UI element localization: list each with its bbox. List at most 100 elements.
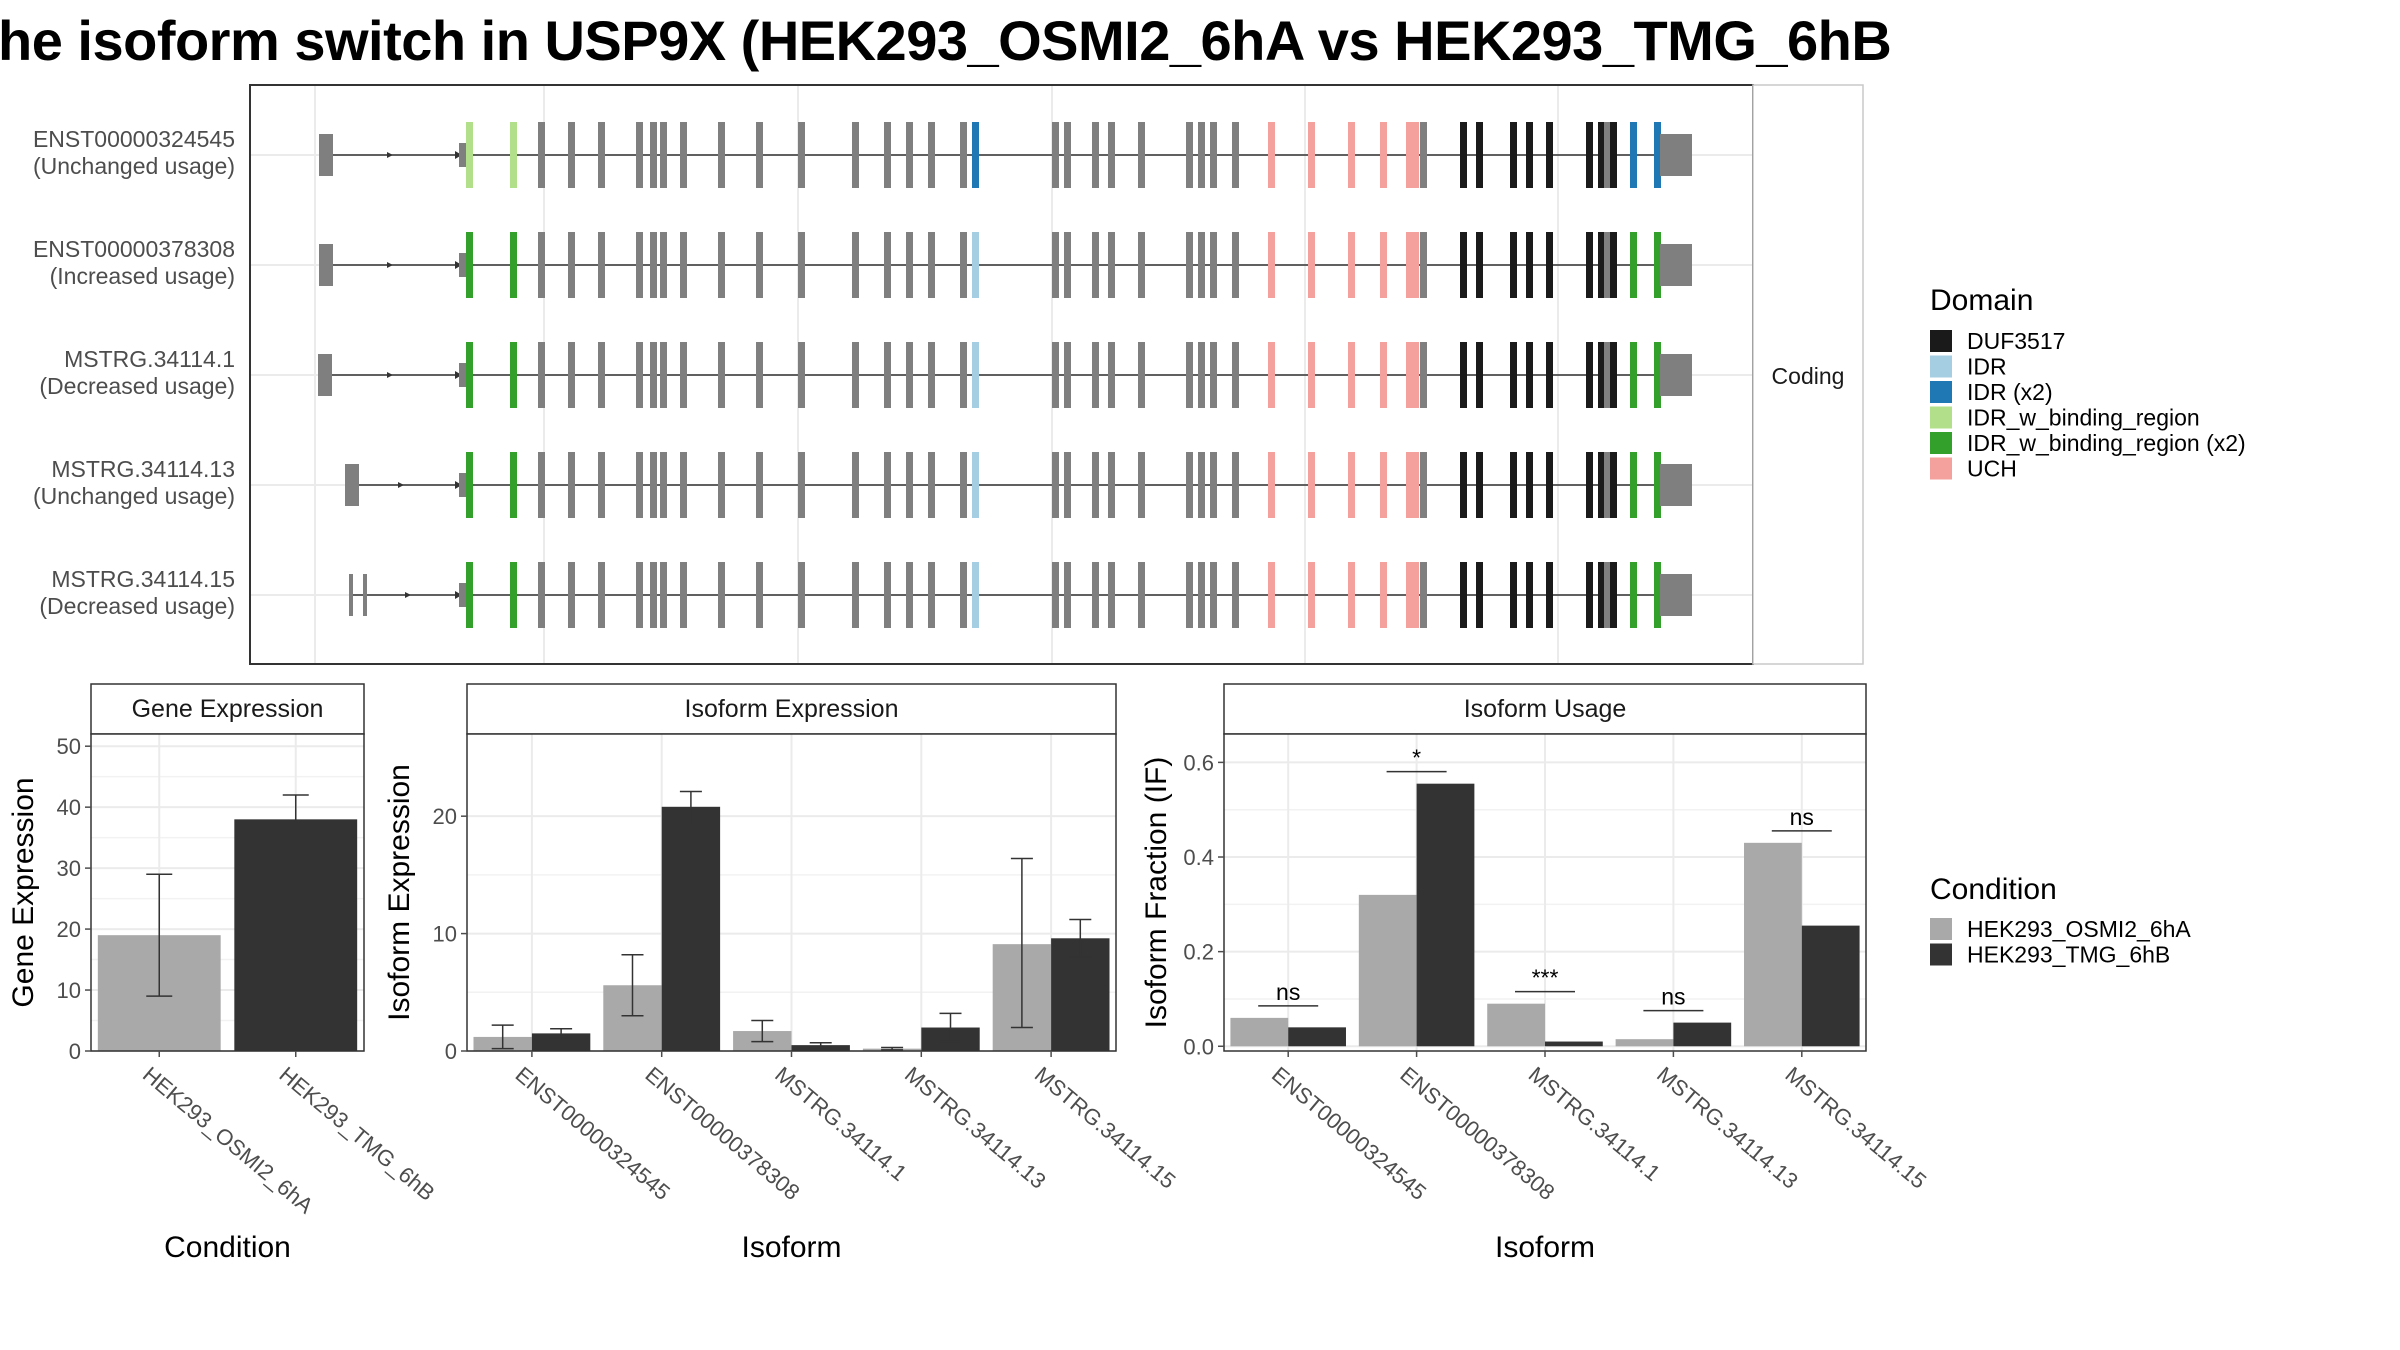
exon [884, 122, 891, 188]
exon [1232, 342, 1239, 408]
legend-key [1930, 457, 1952, 480]
y-tick-label: 20 [57, 917, 81, 942]
exon [660, 342, 667, 408]
exon [1064, 562, 1071, 628]
strand-arrow-icon [455, 151, 462, 159]
exon [1420, 342, 1427, 408]
exon [928, 122, 935, 188]
exon [1108, 562, 1115, 628]
exon [1420, 562, 1427, 628]
exon [1406, 452, 1413, 518]
exon [1308, 452, 1315, 518]
x-tick-label: MSTRG.34114.1 [770, 1062, 911, 1186]
exon [1348, 452, 1355, 518]
y-axis-title: Isoform Expression [383, 764, 416, 1021]
exon [1232, 562, 1239, 628]
exon [852, 452, 859, 518]
exon [1412, 562, 1419, 628]
exon [466, 122, 473, 188]
exon [1380, 122, 1387, 188]
exon [1198, 122, 1205, 188]
exon [1308, 342, 1315, 408]
exon [1108, 342, 1115, 408]
x-tick-label: MSTRG.34114.13 [1652, 1062, 1803, 1194]
y-axis-title: Isoform Fraction (IF) [1140, 757, 1173, 1029]
exon [466, 452, 473, 518]
exon [538, 122, 545, 188]
exon [1654, 232, 1661, 298]
exon [1198, 452, 1205, 518]
strand-arrow-icon [398, 482, 404, 488]
y-tick-label: 0.0 [1183, 1034, 1214, 1059]
exon [1610, 232, 1617, 298]
exon [1546, 452, 1553, 518]
exon [1308, 232, 1315, 298]
exon [1604, 452, 1611, 518]
exon [718, 562, 725, 628]
exon [1348, 562, 1355, 628]
exon [1186, 562, 1193, 628]
exon [972, 562, 979, 628]
exon [756, 452, 763, 518]
exon [972, 122, 979, 188]
legend-key [1930, 355, 1952, 378]
exon [1268, 122, 1275, 188]
exon [1476, 122, 1483, 188]
exon [1138, 232, 1145, 298]
legend-label: IDR_w_binding_region [1967, 405, 2200, 431]
y-tick-label: 50 [57, 734, 81, 759]
facet-strip-label: Coding [1772, 363, 1845, 389]
bar [531, 1033, 591, 1051]
transcript-row [319, 232, 1692, 298]
exon [906, 452, 913, 518]
utr-exon [363, 574, 367, 616]
transcript-row [319, 122, 1692, 188]
exon [1630, 452, 1637, 518]
exon [538, 342, 545, 408]
utr-exon [459, 473, 466, 497]
exon [1198, 562, 1205, 628]
exon [852, 562, 859, 628]
exon [1210, 342, 1217, 408]
exon [1412, 342, 1419, 408]
exon [1380, 452, 1387, 518]
exon [1610, 122, 1617, 188]
bar [1230, 1017, 1289, 1047]
exon [1108, 122, 1115, 188]
chart-title: Gene Expression [132, 695, 324, 723]
exon [510, 342, 517, 408]
utr-exon [1660, 574, 1692, 616]
exon [1476, 452, 1483, 518]
strand-arrow-icon [455, 481, 462, 489]
exon [884, 562, 891, 628]
exon [1064, 232, 1071, 298]
exon [756, 562, 763, 628]
exon [1586, 122, 1593, 188]
transcript-id-label: ENST00000324545 [33, 126, 235, 152]
facet-strip [1752, 84, 1864, 665]
exon [1268, 562, 1275, 628]
exon [1108, 232, 1115, 298]
strand-arrow-icon [387, 262, 393, 268]
exon [1232, 122, 1239, 188]
exon [1610, 342, 1617, 408]
utr-exon [319, 244, 333, 286]
exon [650, 232, 657, 298]
exon [636, 452, 643, 518]
exon [960, 232, 967, 298]
y-tick-label: 40 [57, 795, 81, 820]
exon [1348, 342, 1355, 408]
exon [1654, 452, 1661, 518]
utr-exon [319, 134, 333, 176]
transcript-row [318, 342, 1692, 408]
exon [1092, 342, 1099, 408]
exon [1460, 122, 1467, 188]
exon [650, 562, 657, 628]
transcript-usage-label: (Decreased usage) [39, 373, 235, 399]
x-axis-title: Isoform [741, 1231, 841, 1264]
legend-title: Condition [1930, 873, 2057, 906]
transcript-usage-label: (Unchanged usage) [33, 153, 235, 179]
legend-key [1930, 330, 1952, 352]
transcript-id-label: MSTRG.34114.1 [64, 346, 235, 372]
exon [960, 452, 967, 518]
